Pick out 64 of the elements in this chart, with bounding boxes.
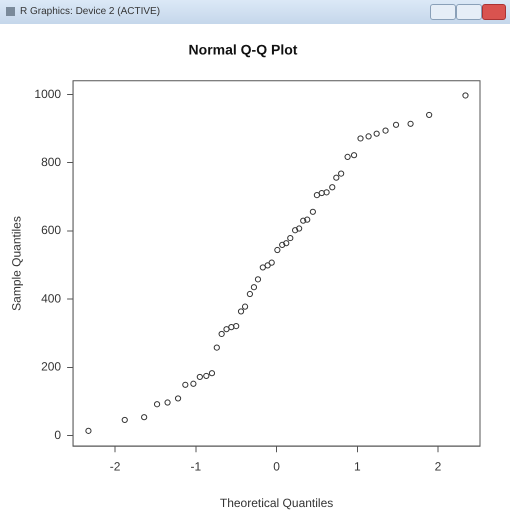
- point: [357, 135, 364, 142]
- point: [462, 92, 469, 99]
- y-tick-label: 800: [41, 154, 62, 169]
- point: [254, 276, 262, 282]
- point: [268, 260, 275, 266]
- point: [182, 382, 188, 388]
- point: [426, 112, 432, 118]
- point: [246, 290, 254, 298]
- point: [382, 128, 389, 134]
- point: [164, 399, 171, 406]
- point: [310, 208, 316, 215]
- point: [324, 189, 330, 196]
- point: [338, 170, 344, 177]
- x-tick-label: 1: [354, 460, 361, 474]
- x-tick-label: -1: [190, 460, 202, 474]
- point: [329, 184, 336, 190]
- point: [274, 246, 280, 254]
- point: [260, 264, 266, 271]
- point: [314, 192, 320, 198]
- point: [122, 416, 128, 424]
- point: [279, 242, 286, 248]
- point: [344, 154, 351, 160]
- point: [304, 216, 310, 223]
- y-tick-label: 600: [41, 223, 62, 238]
- y-tick-label: 400: [41, 291, 62, 306]
- point: [190, 380, 196, 387]
- point: [174, 395, 182, 402]
- point: [292, 227, 298, 234]
- point: [214, 344, 220, 351]
- point: [141, 414, 148, 420]
- point: [264, 262, 271, 268]
- point: [218, 330, 225, 338]
- point: [154, 401, 160, 408]
- point: [300, 218, 306, 224]
- y-axis-title: Sample Quantiles: [10, 216, 24, 311]
- point: [223, 326, 230, 332]
- point: [407, 120, 414, 127]
- point: [392, 122, 400, 128]
- point: [242, 304, 248, 310]
- x-tick-label: 0: [273, 460, 280, 474]
- point: [296, 225, 302, 232]
- point: [365, 133, 372, 140]
- point: [208, 370, 216, 376]
- point: [203, 372, 210, 380]
- point: [196, 374, 203, 380]
- x-axis-title: Theoretical Quantiles: [220, 496, 334, 510]
- x-tick-label: 2: [434, 460, 442, 474]
- point: [374, 130, 380, 137]
- y-tick-label: 200: [41, 360, 62, 374]
- point: [250, 284, 258, 290]
- point: [283, 240, 290, 246]
- point: [238, 308, 244, 315]
- y-tick-label: 0: [54, 428, 62, 442]
- x-tick-label: -2: [110, 460, 121, 474]
- point: [318, 190, 325, 196]
- chart-title: Normal Q-Q Plot: [188, 41, 298, 58]
- point: [228, 324, 234, 330]
- point: [333, 174, 340, 181]
- text: R Graphics: Device 2 (ACTIVE): [20, 6, 160, 17]
- y-tick-label: 1000: [34, 86, 62, 101]
- point: [287, 234, 294, 242]
- point: [85, 428, 92, 434]
- point: [233, 323, 240, 330]
- point: [350, 152, 358, 158]
